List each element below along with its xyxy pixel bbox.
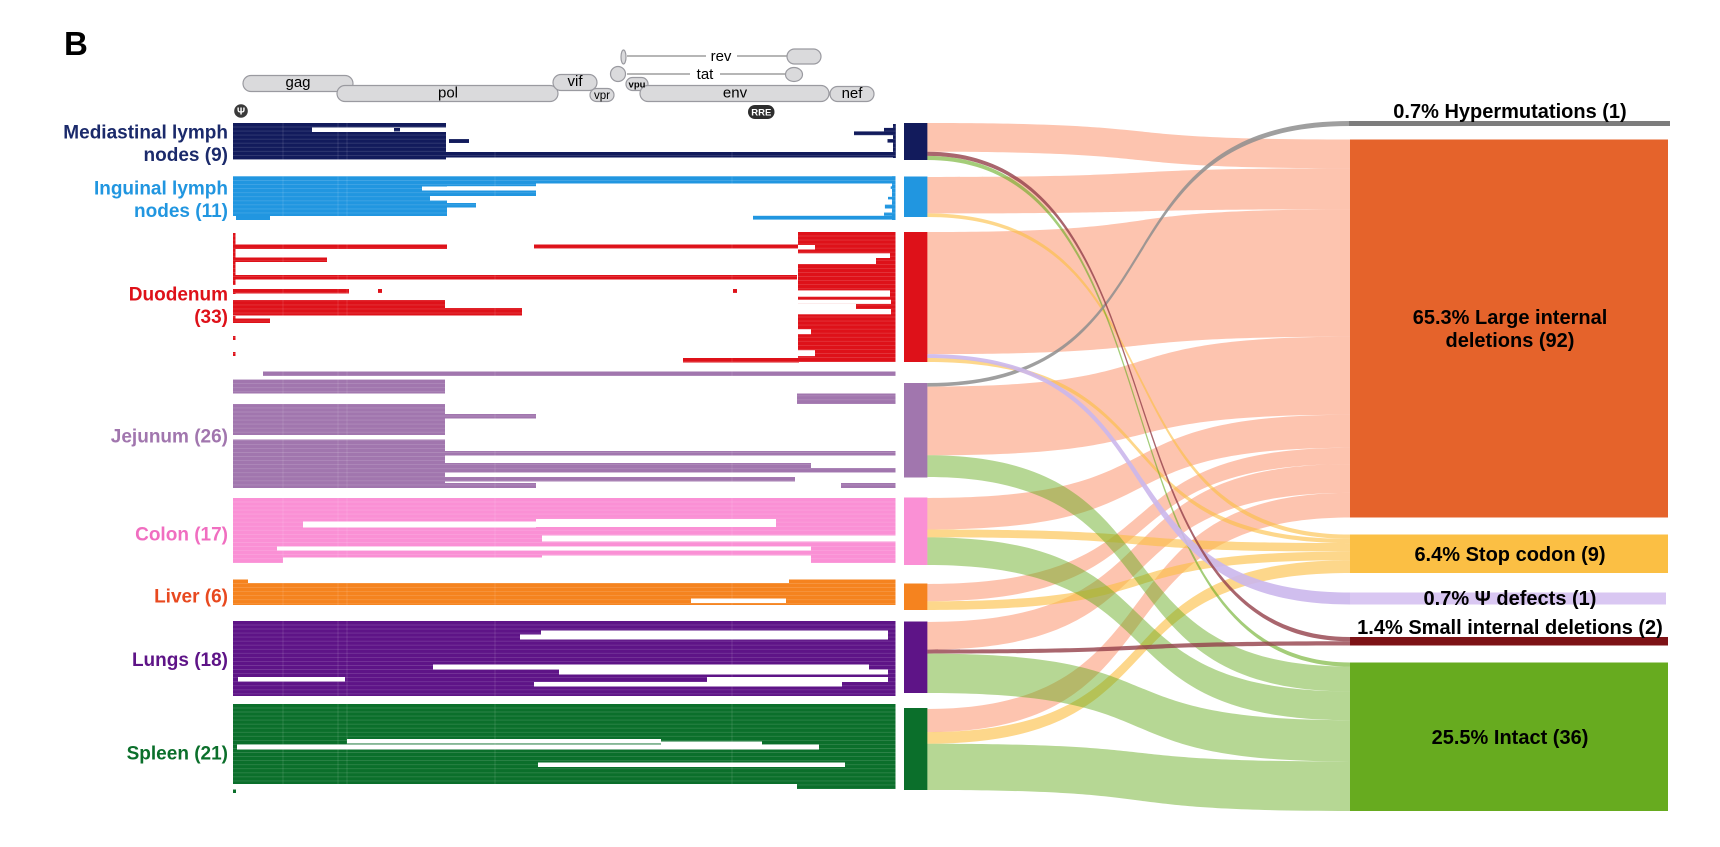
svg-text:nodes (11): nodes (11) <box>134 201 228 222</box>
svg-text:Liver (6): Liver (6) <box>154 587 228 608</box>
svg-text:vpu: vpu <box>629 80 646 91</box>
svg-text:nodes (9): nodes (9) <box>144 145 228 166</box>
svg-text:Lungs (18): Lungs (18) <box>132 650 228 671</box>
svg-text:vif: vif <box>568 73 584 90</box>
svg-text:Ψ: Ψ <box>237 107 245 118</box>
svg-text:65.3% Large internal: 65.3% Large internal <box>1413 307 1608 329</box>
svg-text:Mediastinal lymph: Mediastinal lymph <box>63 123 228 144</box>
svg-text:deletions (92): deletions (92) <box>1446 330 1575 352</box>
svg-text:Colon (17): Colon (17) <box>135 525 228 546</box>
svg-text:(33): (33) <box>194 307 228 328</box>
svg-text:Inguinal lymph: Inguinal lymph <box>94 179 228 200</box>
svg-text:tat: tat <box>697 66 715 83</box>
svg-text:0.7% Hypermutations (1): 0.7% Hypermutations (1) <box>1393 101 1626 123</box>
svg-text:nef: nef <box>842 85 864 102</box>
svg-text:Jejunum (26): Jejunum (26) <box>111 427 228 448</box>
svg-text:0.7% Ψ defects (1): 0.7% Ψ defects (1) <box>1424 588 1597 610</box>
svg-text:env: env <box>723 85 748 102</box>
svg-text:vpr: vpr <box>594 90 610 102</box>
svg-text:25.5% Intact (36): 25.5% Intact (36) <box>1432 727 1589 749</box>
svg-text:Spleen (21): Spleen (21) <box>127 744 228 765</box>
svg-text:B: B <box>64 25 88 62</box>
svg-text:RRE: RRE <box>751 108 771 119</box>
svg-text:rev: rev <box>711 48 732 65</box>
svg-text:gag: gag <box>285 74 310 91</box>
svg-text:Duodenum: Duodenum <box>129 285 228 306</box>
svg-text:6.4% Stop codon (9): 6.4% Stop codon (9) <box>1414 544 1605 566</box>
svg-text:1.4% Small internal deletions: 1.4% Small internal deletions (2) <box>1357 617 1663 639</box>
svg-text:pol: pol <box>438 85 458 102</box>
